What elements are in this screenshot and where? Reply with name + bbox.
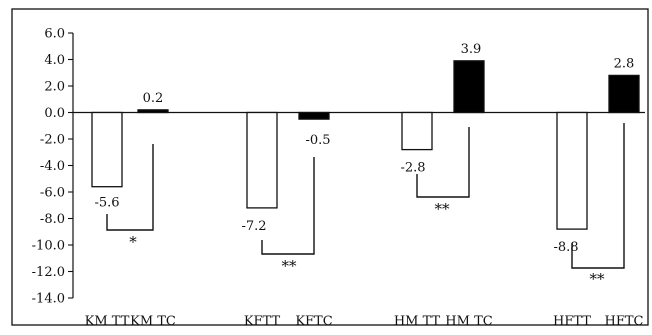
significance-marker: **	[282, 257, 298, 275]
x-category-label: KM TC	[130, 314, 176, 329]
bar-km-tt	[91, 111, 123, 188]
bar-kftt	[246, 111, 278, 209]
x-category-label: HM TT	[394, 314, 441, 329]
data-label: -5.6	[94, 196, 119, 211]
bar-kftc	[298, 111, 330, 120]
x-category-label: KFTC	[295, 314, 332, 329]
significance-bracket	[106, 144, 154, 231]
y-tick-label: 6.0	[44, 27, 65, 42]
data-label: -7.2	[241, 219, 266, 234]
significance-bracket	[261, 157, 315, 255]
x-category-label: KM TT	[85, 314, 130, 329]
significance-marker: **	[590, 270, 606, 288]
data-label: 3.9	[461, 42, 482, 57]
axis-layer: 6.0 4.0 2.0 0.0 -2.0 -4.0 -6.0 -8.0 -10.0 -12.0 -1…	[32, 27, 645, 307]
x-category-label: HFTT	[553, 314, 591, 329]
data-label: 0.2	[143, 91, 164, 106]
y-tick-label: -12.0	[32, 265, 65, 280]
data-label: 2.8	[614, 56, 635, 71]
bar-hftt	[556, 111, 588, 230]
bar-hm-tt	[401, 111, 433, 151]
y-tick-label: -14.0	[32, 292, 65, 307]
bar-km-tc	[137, 109, 169, 114]
bar-hm-tc	[453, 60, 485, 114]
significance-marker: **	[435, 200, 451, 218]
data-label: -2.8	[400, 161, 425, 176]
bar-layer	[91, 60, 640, 230]
y-tick-label: -8.0	[40, 212, 65, 227]
x-category-label: HM TC	[445, 314, 492, 329]
significance-marker: *	[129, 233, 137, 251]
y-tick-label: 0.0	[44, 106, 65, 121]
x-category-label: KFTT	[244, 314, 281, 329]
data-label: -0.5	[305, 133, 330, 148]
y-tick-label: -6.0	[40, 186, 65, 201]
x-category-label: HFTC	[605, 314, 644, 329]
significance-bracket	[416, 127, 470, 198]
bar-hftc	[608, 74, 640, 114]
significance-layer: *******	[106, 123, 625, 288]
data-label: -8.8	[553, 240, 578, 255]
y-tick-label: -10.0	[32, 239, 65, 254]
y-tick-label: -2.0	[40, 133, 65, 148]
significance-bracket	[571, 123, 625, 269]
y-tick-label: -4.0	[40, 159, 65, 174]
y-tick-label: 4.0	[44, 53, 65, 68]
label-layer: -5.6 0.2 -7.2 -0.5 -2.8 3.9 -8.8 2.8 KM TT KM TC K…	[85, 42, 644, 329]
y-tick-label: 2.0	[44, 80, 65, 95]
